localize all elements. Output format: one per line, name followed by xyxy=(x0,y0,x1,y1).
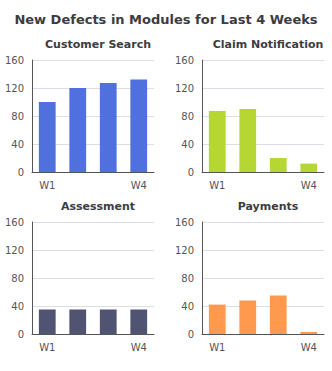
svg-text:0: 0 xyxy=(188,167,194,178)
svg-text:160: 160 xyxy=(175,217,194,228)
svg-text:W4: W4 xyxy=(301,180,317,191)
svg-text:New Defects in Modules for Las: New Defects in Modules for Last 4 Weeks xyxy=(14,12,317,27)
svg-text:W1: W1 xyxy=(209,342,225,353)
svg-text:Payments: Payments xyxy=(238,200,299,213)
svg-text:W4: W4 xyxy=(131,180,147,191)
svg-text:80: 80 xyxy=(181,273,194,284)
svg-text:Claim Notification: Claim Notification xyxy=(213,38,324,51)
svg-text:W4: W4 xyxy=(301,342,317,353)
svg-text:40: 40 xyxy=(11,139,24,150)
svg-text:160: 160 xyxy=(5,217,24,228)
svg-text:160: 160 xyxy=(175,55,194,66)
svg-text:80: 80 xyxy=(181,111,194,122)
svg-text:W1: W1 xyxy=(39,342,55,353)
svg-text:40: 40 xyxy=(11,301,24,312)
svg-text:0: 0 xyxy=(188,329,194,340)
svg-text:120: 120 xyxy=(175,83,194,94)
svg-text:Customer Search: Customer Search xyxy=(45,38,151,51)
svg-text:0: 0 xyxy=(18,329,24,340)
svg-text:40: 40 xyxy=(181,139,194,150)
svg-text:W1: W1 xyxy=(39,180,55,191)
svg-text:120: 120 xyxy=(5,83,24,94)
svg-text:120: 120 xyxy=(175,245,194,256)
svg-text:80: 80 xyxy=(11,111,24,122)
svg-text:W4: W4 xyxy=(131,342,147,353)
svg-text:Assessment: Assessment xyxy=(61,200,135,213)
svg-text:0: 0 xyxy=(18,167,24,178)
svg-text:W1: W1 xyxy=(209,180,225,191)
svg-text:80: 80 xyxy=(11,273,24,284)
svg-text:160: 160 xyxy=(5,55,24,66)
svg-text:120: 120 xyxy=(5,245,24,256)
svg-text:40: 40 xyxy=(181,301,194,312)
